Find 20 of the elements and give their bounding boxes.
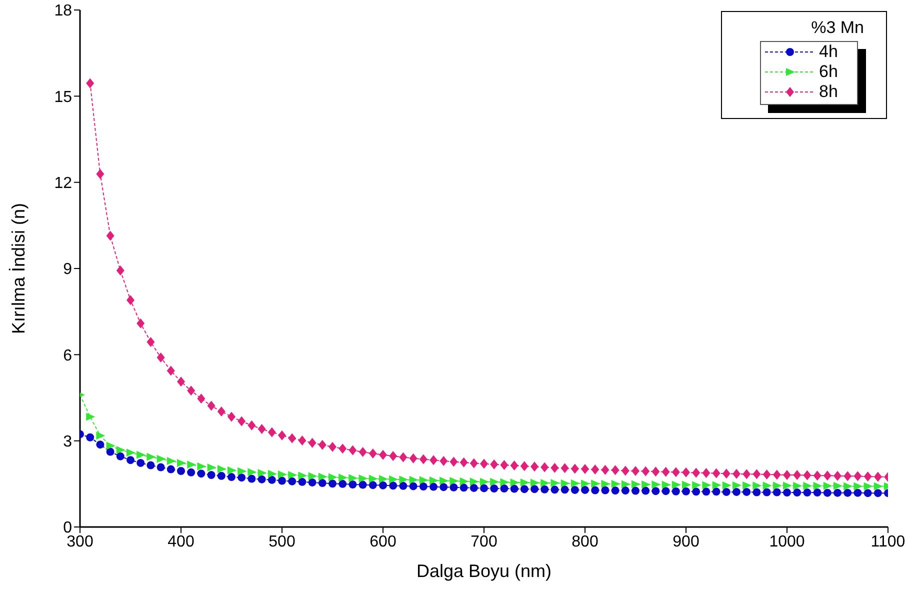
y-tick-label: 3 — [63, 434, 72, 451]
x-tick-label: 600 — [370, 533, 396, 550]
x-tick-label: 800 — [572, 533, 598, 550]
legend-label: 4h — [819, 42, 838, 62]
y-tick-label: 15 — [54, 88, 72, 106]
y-tick-label: 6 — [63, 347, 72, 364]
x-axis-title: Dalga Boyu (nm) — [416, 561, 552, 581]
x-tick-label: 900 — [672, 533, 700, 550]
x-tick-label: 500 — [268, 533, 296, 550]
legend-label: 8h — [819, 82, 838, 102]
legend-label: 6h — [819, 62, 838, 82]
y-tick-label: 18 — [54, 2, 72, 20]
x-tick-label: 1000 — [769, 533, 805, 550]
x-tick-label: 700 — [470, 533, 498, 550]
y-axis-title: Kırılma İndisi (n) — [8, 202, 28, 334]
y-tick-label: 12 — [54, 175, 72, 192]
x-tick-label: 1100 — [870, 533, 906, 550]
x-tick-label: 400 — [168, 533, 194, 550]
legend-title: %3 Mn — [810, 18, 864, 38]
y-tick-label: 9 — [63, 261, 72, 278]
